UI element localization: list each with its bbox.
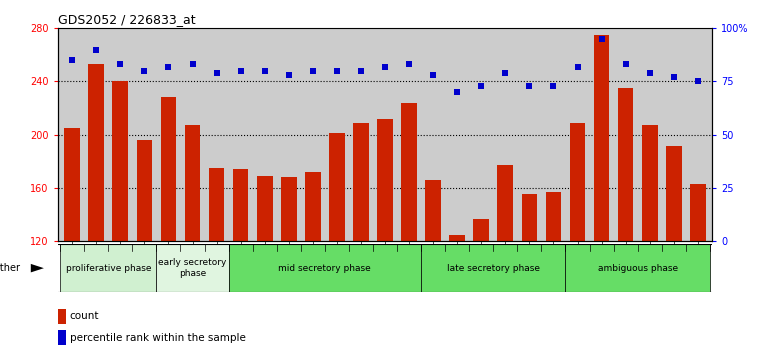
Text: other: other [0, 263, 21, 273]
Point [691, 79, 704, 84]
Point [595, 36, 608, 42]
Point [330, 68, 343, 74]
Bar [209, 168, 224, 241]
Bar [421, 244, 565, 292]
Point [162, 64, 175, 69]
Point [427, 72, 439, 78]
Bar [594, 35, 609, 241]
Bar [257, 176, 273, 241]
Bar [618, 88, 634, 241]
Bar [690, 184, 705, 241]
Text: proliferative phase: proliferative phase [65, 264, 151, 273]
Point [644, 70, 656, 76]
Point [114, 62, 126, 67]
Bar [58, 330, 65, 345]
Bar [666, 147, 681, 241]
Bar [450, 235, 465, 241]
Point [379, 64, 391, 69]
Bar [161, 97, 176, 241]
Text: early secretory
phase: early secretory phase [159, 258, 226, 278]
Bar [401, 103, 417, 241]
Point [571, 64, 584, 69]
Point [90, 47, 102, 52]
Point [306, 68, 319, 74]
Bar [185, 125, 200, 241]
Bar [329, 133, 345, 241]
Point [403, 62, 415, 67]
Point [259, 68, 271, 74]
Point [355, 68, 367, 74]
Bar [377, 119, 393, 241]
Bar [58, 309, 65, 324]
Point [668, 74, 680, 80]
Bar [521, 194, 537, 241]
Bar [89, 64, 104, 241]
Bar [474, 219, 489, 241]
Bar [60, 244, 156, 292]
Bar [570, 122, 585, 241]
Bar [546, 192, 561, 241]
Point [547, 83, 560, 88]
Bar [353, 122, 369, 241]
Point [524, 83, 536, 88]
Point [499, 70, 511, 76]
Point [66, 57, 79, 63]
Bar [156, 244, 229, 292]
Bar [136, 140, 152, 241]
Bar [65, 128, 80, 241]
Bar [425, 179, 441, 241]
Text: GDS2052 / 226833_at: GDS2052 / 226833_at [58, 13, 196, 26]
Point [619, 62, 631, 67]
Text: percentile rank within the sample: percentile rank within the sample [69, 332, 246, 343]
Point [234, 68, 246, 74]
Bar [112, 81, 128, 241]
Bar [305, 172, 320, 241]
Bar [642, 125, 658, 241]
Bar [229, 244, 421, 292]
Point [210, 70, 223, 76]
Text: late secretory phase: late secretory phase [447, 264, 540, 273]
Text: ambiguous phase: ambiguous phase [598, 264, 678, 273]
Bar [565, 244, 710, 292]
Text: mid secretory phase: mid secretory phase [279, 264, 371, 273]
Point [283, 72, 295, 78]
Bar [281, 177, 296, 241]
Bar [233, 169, 249, 241]
Point [139, 68, 151, 74]
Point [451, 89, 464, 95]
Text: count: count [69, 311, 99, 321]
Point [475, 83, 487, 88]
Point [186, 62, 199, 67]
Bar [497, 165, 513, 241]
